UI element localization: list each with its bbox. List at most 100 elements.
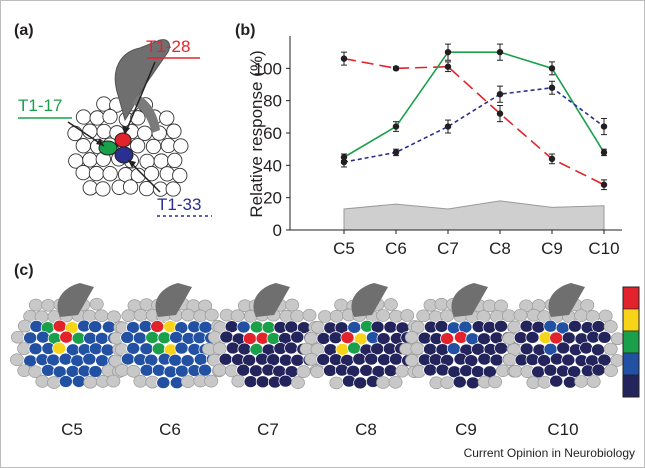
map-glomerulus	[139, 298, 154, 311]
data-point-t1-17	[444, 48, 452, 56]
x-tick-label: C6	[385, 239, 407, 258]
map-glomerulus	[347, 341, 362, 355]
map-glomerulus	[488, 375, 503, 389]
figure-credit: Current Opinion in Neurobiology	[463, 446, 635, 460]
map-glomerulus	[180, 375, 195, 388]
data-point-t1-28	[548, 155, 556, 163]
lobe-glomerulus	[129, 138, 146, 154]
scale-swatch	[622, 330, 640, 354]
map-glomerulus	[304, 352, 319, 366]
map-glomerulus	[291, 376, 305, 390]
map-nerve	[351, 283, 388, 317]
panel-b-label: (b)	[235, 22, 256, 39]
map-glomerulus	[58, 375, 73, 388]
map-glomerulus	[513, 331, 528, 345]
y-tick-label: 0	[273, 221, 282, 240]
map-glomerulus	[249, 364, 264, 378]
x-tick-label: C5	[333, 239, 355, 258]
data-point-t1-28	[600, 181, 608, 188]
map-glomerulus	[318, 310, 332, 323]
y-tick-label: 100	[254, 59, 282, 78]
panel-c-label: (c)	[14, 262, 34, 279]
map-glomerulus	[543, 319, 558, 333]
label-t1-33: T1-33	[157, 195, 202, 214]
map-glomerulus	[440, 309, 455, 323]
map-glomerulus	[410, 342, 425, 355]
map-glomerulus	[377, 353, 392, 366]
map-glomerulus	[434, 297, 449, 311]
map-glomerulus	[10, 353, 24, 367]
map-glomerulus	[507, 320, 522, 334]
y-tick-label: 60	[263, 124, 282, 143]
map-glomerulus	[435, 363, 450, 377]
map-glomerulus	[296, 365, 311, 378]
arrow-head-t1-28	[122, 126, 130, 134]
data-point-t1-33	[600, 123, 608, 130]
map-glomerulus	[59, 330, 74, 344]
map-glomerulus	[580, 298, 595, 312]
map-glomerulus	[36, 330, 50, 344]
map-glomerulus	[334, 298, 349, 312]
series-line-t1-28	[343, 57, 605, 186]
map-glomerulus	[574, 309, 589, 323]
map-glomerulus	[353, 376, 368, 390]
map-nerve	[253, 283, 290, 317]
map-label-c8: C8	[355, 420, 377, 439]
map-glomerulus	[440, 376, 455, 390]
map-glomerulus	[207, 330, 222, 344]
map-glomerulus	[359, 364, 374, 377]
map-glomerulus	[249, 320, 264, 334]
map-glomerulus	[126, 342, 141, 355]
lobe-glomerulus	[145, 138, 162, 155]
map-glomerulus	[193, 353, 208, 366]
map-glomerulus	[212, 342, 227, 355]
map-glomerulus	[525, 331, 540, 344]
scale-swatch	[622, 352, 640, 376]
map-glomerulus	[52, 341, 67, 355]
data-point-t1-28	[340, 55, 348, 62]
map-glomerulus	[603, 320, 618, 333]
map-glomerulus	[316, 353, 331, 366]
map-glomerulus	[400, 309, 415, 322]
map-glomerulus	[604, 364, 618, 377]
map-glomerulus	[132, 331, 147, 345]
map-glomerulus	[477, 332, 492, 346]
map-glomerulus	[35, 375, 50, 388]
map-glomerulus	[157, 331, 172, 345]
y-tick-label: 80	[263, 92, 282, 111]
nerve-branch	[132, 95, 160, 133]
map-label-c10: C10	[547, 420, 579, 439]
data-point-t1-17	[496, 48, 504, 56]
activity-map-c5	[10, 283, 134, 389]
map-glomerulus	[405, 354, 420, 367]
data-point-t1-33	[496, 91, 504, 98]
map-glomerulus	[328, 331, 343, 345]
map-glomerulus	[174, 341, 189, 355]
map-glomerulus	[440, 332, 455, 345]
x-tick-label: C10	[588, 239, 619, 258]
map-glomerulus	[237, 342, 252, 356]
map-glomerulus	[549, 374, 564, 388]
map-glomerulus	[139, 342, 154, 356]
map-glomerulus	[151, 363, 166, 377]
map-glomerulus	[388, 375, 403, 389]
map-glomerulus	[114, 364, 129, 377]
map-glomerulus	[567, 319, 582, 333]
map-glomerulus	[376, 309, 390, 322]
map-glomerulus	[323, 364, 337, 377]
map-glomerulus	[284, 341, 299, 355]
map-glomerulus	[603, 342, 618, 356]
data-point-t1-17	[392, 123, 400, 130]
map-glomerulus	[340, 331, 355, 344]
map-glomerulus	[285, 298, 300, 312]
baseline-area	[343, 200, 605, 231]
map-label-c6: C6	[159, 420, 181, 439]
map-glomerulus	[133, 374, 148, 388]
map-glomerulus	[579, 341, 594, 355]
x-tick-label: C9	[541, 239, 563, 258]
y-tick-label: 40	[263, 156, 282, 175]
data-point-t1-17	[600, 149, 608, 156]
map-glomerulus	[302, 308, 317, 322]
map-glomerulus	[169, 330, 184, 344]
